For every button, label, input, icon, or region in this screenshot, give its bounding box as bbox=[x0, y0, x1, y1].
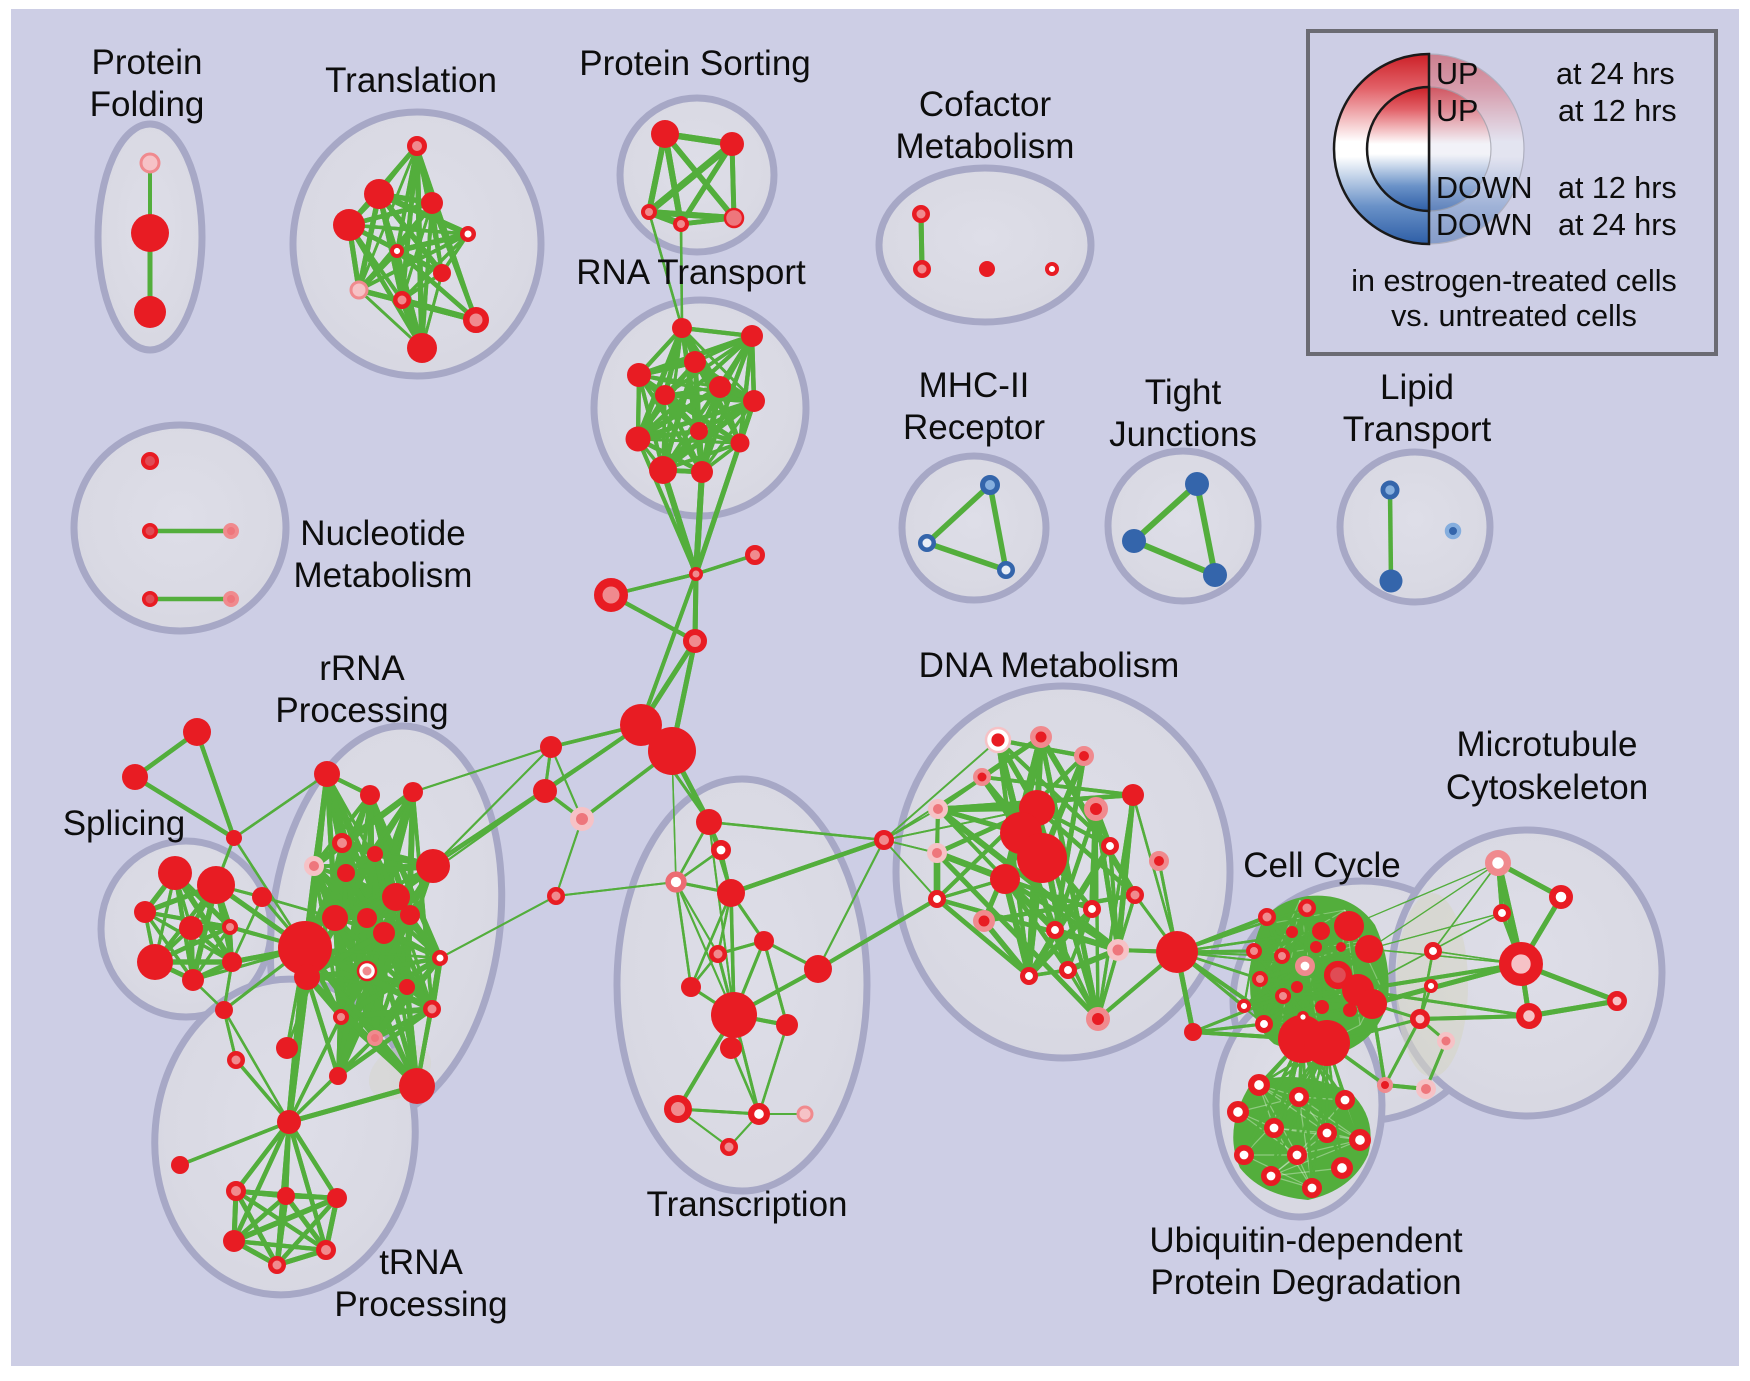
svg-text:UP: UP bbox=[1436, 57, 1478, 91]
svg-text:Processing: Processing bbox=[334, 1285, 507, 1324]
svg-text:Receptor: Receptor bbox=[903, 408, 1045, 447]
svg-text:at 12 hrs: at 12 hrs bbox=[1558, 94, 1677, 128]
svg-text:Lipid: Lipid bbox=[1380, 368, 1454, 407]
svg-text:vs. untreated cells: vs. untreated cells bbox=[1391, 299, 1637, 333]
svg-text:Nucleotide: Nucleotide bbox=[300, 514, 465, 553]
svg-text:DNA Metabolism: DNA Metabolism bbox=[919, 646, 1180, 685]
svg-text:at 12 hrs: at 12 hrs bbox=[1558, 171, 1677, 205]
svg-text:UP: UP bbox=[1436, 94, 1478, 128]
svg-text:Ubiquitin-dependent: Ubiquitin-dependent bbox=[1149, 1221, 1463, 1260]
svg-text:MHC-II: MHC-II bbox=[919, 366, 1030, 405]
svg-text:DOWN: DOWN bbox=[1436, 208, 1533, 242]
svg-text:Cofactor: Cofactor bbox=[919, 85, 1052, 124]
svg-text:Metabolism: Metabolism bbox=[294, 556, 473, 595]
svg-text:Transcription: Transcription bbox=[647, 1185, 848, 1224]
svg-text:Cytoskeleton: Cytoskeleton bbox=[1446, 768, 1648, 807]
svg-text:Microtubule: Microtubule bbox=[1457, 725, 1638, 764]
svg-text:Translation: Translation bbox=[325, 61, 497, 100]
svg-text:Protein: Protein bbox=[92, 43, 203, 82]
svg-text:Protein Degradation: Protein Degradation bbox=[1150, 1263, 1461, 1302]
svg-text:at 24 hrs: at 24 hrs bbox=[1556, 57, 1675, 91]
svg-text:tRNA: tRNA bbox=[379, 1243, 463, 1282]
svg-text:Protein Sorting: Protein Sorting bbox=[579, 44, 811, 83]
svg-text:DOWN: DOWN bbox=[1436, 171, 1533, 205]
svg-text:Folding: Folding bbox=[90, 85, 205, 124]
svg-text:Junctions: Junctions bbox=[1109, 415, 1257, 454]
svg-text:rRNA: rRNA bbox=[319, 649, 405, 688]
svg-text:Splicing: Splicing bbox=[63, 804, 186, 843]
svg-text:Transport: Transport bbox=[1343, 410, 1492, 449]
svg-text:Metabolism: Metabolism bbox=[896, 127, 1075, 166]
svg-text:in estrogen-treated cells: in estrogen-treated cells bbox=[1351, 264, 1677, 298]
svg-text:RNA Transport: RNA Transport bbox=[576, 253, 806, 292]
svg-text:Processing: Processing bbox=[275, 691, 448, 730]
svg-text:Tight: Tight bbox=[1145, 373, 1222, 412]
svg-text:Cell Cycle: Cell Cycle bbox=[1243, 846, 1401, 885]
svg-text:at 24 hrs: at 24 hrs bbox=[1558, 208, 1677, 242]
